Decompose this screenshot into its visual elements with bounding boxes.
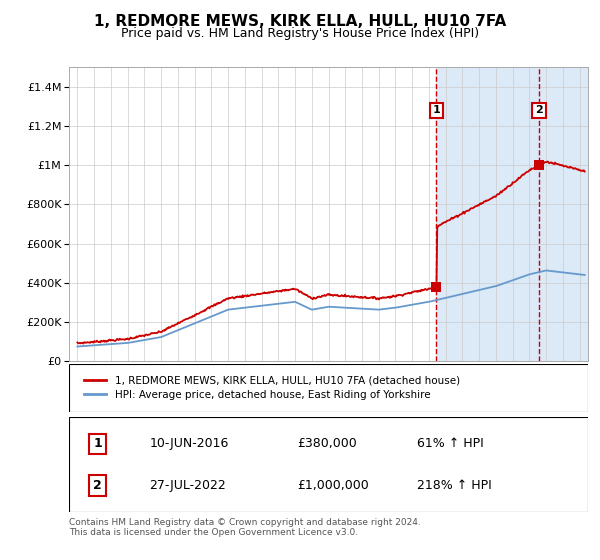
Text: 10-JUN-2016: 10-JUN-2016 (149, 437, 229, 450)
Bar (436, 67, 588, 361)
Text: 1: 1 (433, 105, 440, 115)
Text: Contains HM Land Registry data © Crown copyright and database right 2024.
This d: Contains HM Land Registry data © Crown c… (69, 518, 421, 538)
Text: 2: 2 (535, 105, 543, 115)
Text: 218% ↑ HPI: 218% ↑ HPI (417, 479, 491, 492)
Text: 27-JUL-2022: 27-JUL-2022 (149, 479, 226, 492)
Text: 2: 2 (93, 479, 102, 492)
Text: 1, REDMORE MEWS, KIRK ELLA, HULL, HU10 7FA: 1, REDMORE MEWS, KIRK ELLA, HULL, HU10 7… (94, 14, 506, 29)
Text: Price paid vs. HM Land Registry's House Price Index (HPI): Price paid vs. HM Land Registry's House … (121, 27, 479, 40)
FancyBboxPatch shape (69, 417, 588, 512)
Text: £380,000: £380,000 (298, 437, 357, 450)
Text: 61% ↑ HPI: 61% ↑ HPI (417, 437, 484, 450)
FancyBboxPatch shape (69, 364, 588, 412)
Legend: 1, REDMORE MEWS, KIRK ELLA, HULL, HU10 7FA (detached house), HPI: Average price,: 1, REDMORE MEWS, KIRK ELLA, HULL, HU10 7… (79, 371, 464, 404)
Text: 1: 1 (93, 437, 102, 450)
Text: £1,000,000: £1,000,000 (298, 479, 369, 492)
